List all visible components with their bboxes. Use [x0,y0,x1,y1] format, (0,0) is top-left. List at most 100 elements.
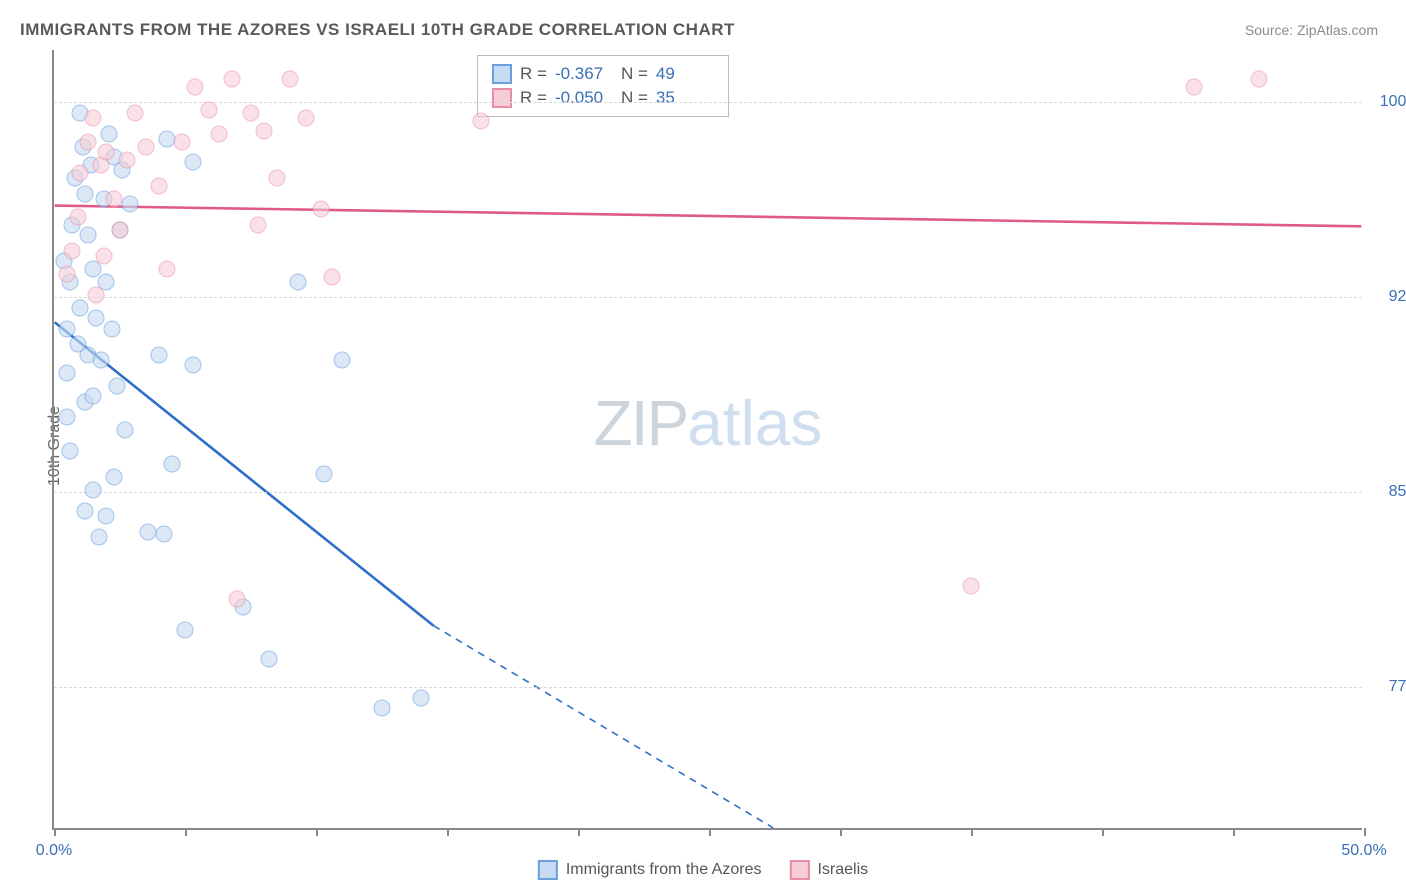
scatter-point-series2 [242,105,259,122]
legend-item-series2: Israelis [789,860,868,880]
scatter-point-series2 [106,190,123,207]
scatter-point-series2 [473,112,490,129]
watermark: ZIPatlas [594,386,823,460]
x-tick-label: 0.0% [36,842,72,860]
chart-plot-area: ZIPatlas R = -0.367 N = 49 R = -0.050 N … [52,50,1362,830]
legend-label-2: Israelis [817,861,868,879]
scatter-point-series2 [87,287,104,304]
scatter-point-series1 [373,700,390,717]
scatter-point-series2 [72,164,89,181]
r-value-2: -0.050 [555,88,613,108]
scatter-point-series2 [69,209,86,226]
scatter-point-series1 [80,227,97,244]
stats-row-series2: R = -0.050 N = 35 [492,86,714,110]
scatter-point-series2 [111,222,128,239]
scatter-point-series1 [163,456,180,473]
r-value-1: -0.367 [555,64,613,84]
scatter-point-series1 [59,320,76,337]
x-tick [447,828,449,836]
x-tick [840,828,842,836]
x-tick-label: 50.0% [1341,842,1386,860]
scatter-point-series1 [77,185,94,202]
chart-title: IMMIGRANTS FROM THE AZORES VS ISRAELI 10… [20,20,735,40]
scatter-point-series2 [158,261,175,278]
scatter-point-series1 [315,466,332,483]
scatter-point-series2 [255,123,272,140]
scatter-point-series2 [98,144,115,161]
scatter-point-series2 [200,102,217,119]
watermark-light: atlas [687,387,822,459]
scatter-point-series2 [80,133,97,150]
scatter-point-series1 [77,502,94,519]
r-label: R = [520,88,547,108]
legend-swatch-2 [789,860,809,880]
legend-label-1: Immigrants from the Azores [566,861,762,879]
scatter-point-series2 [963,578,980,595]
source-label: Source: [1245,22,1293,38]
scatter-point-series2 [250,216,267,233]
x-tick [1102,828,1104,836]
watermark-dark: ZIP [594,387,688,459]
scatter-point-series2 [1185,79,1202,96]
scatter-point-series2 [85,110,102,127]
y-tick-label: 77.5% [1374,678,1406,696]
scatter-point-series1 [140,523,157,540]
scatter-point-series2 [59,266,76,283]
scatter-point-series1 [334,352,351,369]
scatter-point-series1 [59,409,76,426]
gridline-h [54,297,1362,298]
x-tick [578,828,580,836]
scatter-point-series2 [64,242,81,259]
correlation-stats-box: R = -0.367 N = 49 R = -0.050 N = 35 [477,55,729,117]
y-tick-label: 100.0% [1374,93,1406,111]
legend-swatch-1 [538,860,558,880]
scatter-point-series2 [211,125,228,142]
source-link[interactable]: ZipAtlas.com [1297,22,1378,38]
scatter-point-series1 [108,378,125,395]
x-tick [54,828,56,836]
scatter-point-series1 [156,526,173,543]
scatter-point-series2 [313,201,330,218]
regression-lines-svg [54,50,1362,828]
bottom-legend: Immigrants from the Azores Israelis [538,860,868,880]
scatter-point-series1 [103,320,120,337]
gridline-h [54,687,1362,688]
scatter-point-series1 [116,422,133,439]
gridline-h [54,492,1362,493]
scatter-point-series1 [289,274,306,291]
x-tick [1364,828,1366,836]
scatter-point-series1 [158,131,175,148]
n-label: N = [621,88,648,108]
scatter-point-series1 [87,310,104,327]
scatter-point-series2 [137,138,154,155]
scatter-point-series1 [90,528,107,545]
scatter-point-series1 [121,196,138,213]
scatter-point-series1 [184,154,201,171]
scatter-point-series2 [174,133,191,150]
scatter-point-series1 [101,125,118,142]
scatter-point-series1 [72,300,89,317]
scatter-point-series2 [95,248,112,265]
scatter-point-series1 [177,622,194,639]
scatter-point-series1 [106,469,123,486]
scatter-point-series2 [150,177,167,194]
n-label: N = [621,64,648,84]
scatter-point-series1 [85,482,102,499]
scatter-point-series2 [187,79,204,96]
stats-row-series1: R = -0.367 N = 49 [492,62,714,86]
r-label: R = [520,64,547,84]
scatter-point-series2 [323,268,340,285]
scatter-point-series1 [150,346,167,363]
scatter-point-series1 [59,365,76,382]
scatter-point-series1 [98,508,115,525]
x-tick [971,828,973,836]
legend-item-series1: Immigrants from the Azores [538,860,762,880]
swatch-series1 [492,64,512,84]
n-value-2: 35 [656,88,714,108]
x-tick [709,828,711,836]
x-tick [316,828,318,836]
scatter-point-series2 [268,170,285,187]
y-tick-label: 92.5% [1374,288,1406,306]
scatter-point-series1 [85,388,102,405]
scatter-point-series1 [260,651,277,668]
